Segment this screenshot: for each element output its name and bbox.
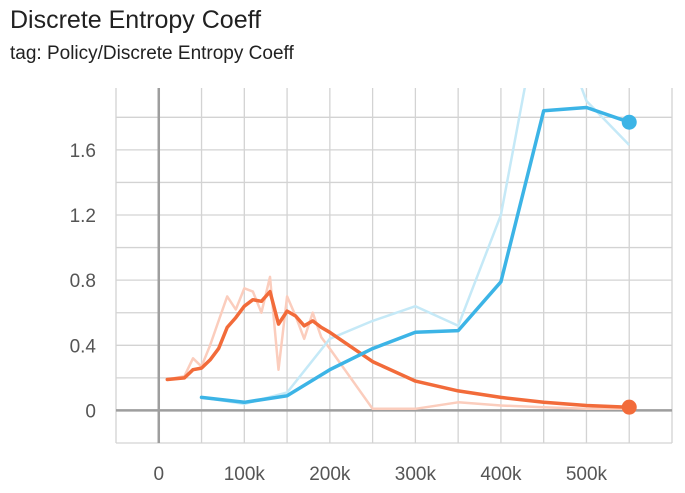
y-axis-ticks: 0 0.4 0.8 1.2 1.6: [70, 141, 97, 423]
y-tick-label: 0.4: [70, 336, 97, 357]
axis-lines: [116, 88, 672, 443]
x-tick-label: 400k: [480, 464, 522, 485]
series-group[interactable]: [165, 0, 631, 411]
grid-lines: [115, 88, 673, 444]
y-tick-label: 0: [85, 401, 96, 422]
y-tick-label: 1.2: [70, 206, 96, 227]
blue-smoothed-series-line[interactable]: [199, 105, 631, 405]
orange-raw-series-line: [167, 275, 630, 411]
x-tick-label: 300k: [395, 464, 437, 485]
x-tick-label: 0: [153, 464, 164, 485]
x-tick-label: 100k: [224, 464, 266, 485]
series-end-markers[interactable]: [621, 114, 637, 415]
orange-smoothed-series-line[interactable]: [165, 289, 631, 409]
orange-series-end-marker[interactable]: [621, 399, 637, 415]
chart-title: Discrete Entropy Coeff: [10, 6, 262, 34]
chart-tag: tag: Policy/Discrete Entropy Coeff: [10, 43, 294, 64]
blue-series-end-marker[interactable]: [621, 114, 637, 130]
x-axis-ticks: 0 100k 200k 300k 400k 500k: [153, 464, 607, 485]
x-tick-label: 200k: [309, 464, 351, 485]
x-tick-label: 500k: [566, 464, 608, 485]
y-tick-label: 1.6: [70, 141, 96, 162]
y-tick-label: 0.8: [70, 271, 96, 292]
